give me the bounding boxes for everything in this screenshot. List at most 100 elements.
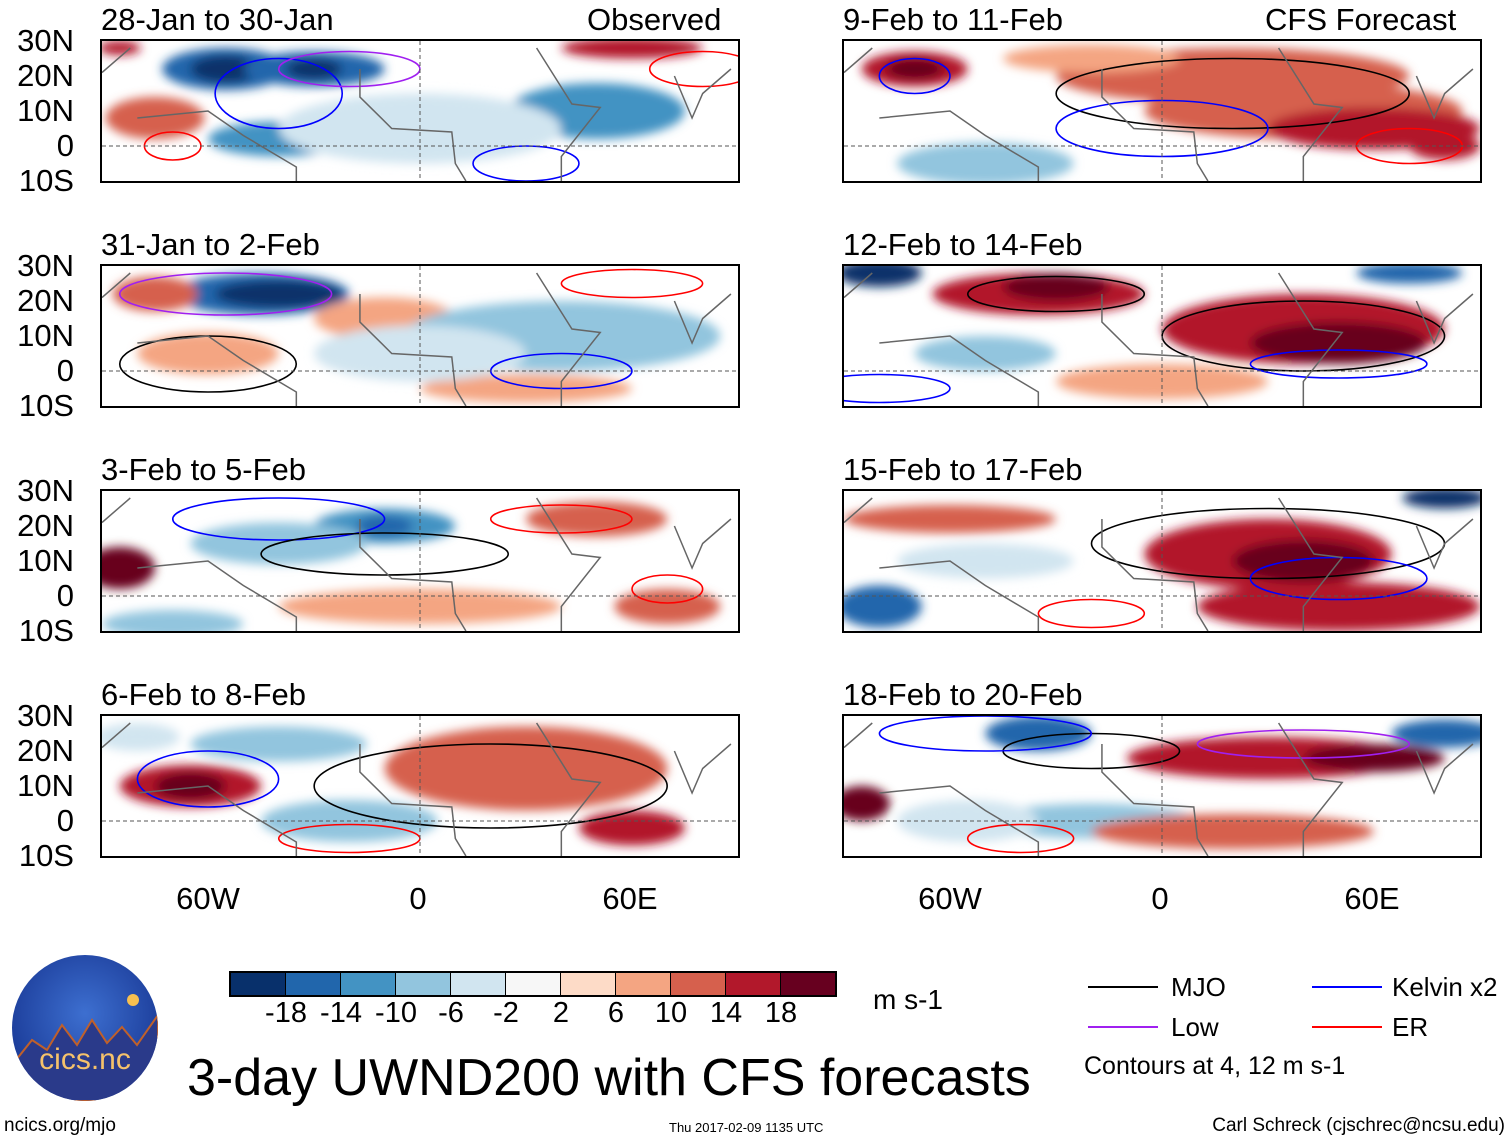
- colorbar-swatch: [726, 973, 781, 995]
- lon-label: 0: [409, 881, 427, 916]
- wind-anomaly-region: [215, 280, 343, 308]
- map-panel: [842, 714, 1482, 858]
- filtered-wave-contour: [1037, 598, 1146, 629]
- wind-anomaly-region: [897, 543, 1074, 579]
- panel-title: 15-Feb to 17-Feb: [843, 452, 1083, 487]
- panel-title: 12-Feb to 14-Feb: [843, 227, 1083, 262]
- wind-anomaly-region: [1303, 744, 1445, 772]
- logo-text: cics.nc: [39, 1043, 131, 1076]
- map-panel: [842, 39, 1482, 183]
- contour-note: Contours at 4, 12 m s-1: [1084, 1052, 1346, 1080]
- colorbar-tick: -14: [320, 997, 362, 1029]
- filtered-wave-contour: [966, 275, 1146, 313]
- footer-url[interactable]: ncics.org/mjo: [4, 1115, 116, 1136]
- map-panel: [100, 39, 740, 183]
- panel-title: 6-Feb to 8-Feb: [101, 677, 307, 712]
- filtered-wave-contour: [1055, 57, 1410, 130]
- colorbar-swatch: [616, 973, 671, 995]
- wind-anomaly-region: [102, 41, 141, 55]
- cfs-forecast-label: CFS Forecast: [1265, 2, 1457, 37]
- lat-label: 10N: [17, 93, 74, 128]
- legend-line-kelvin: [1312, 986, 1382, 988]
- coastline: [844, 722, 1474, 856]
- wind-anomaly-region: [420, 374, 632, 403]
- lat-label: 20N: [17, 283, 74, 318]
- wind-anomaly-region: [102, 610, 244, 631]
- wind-anomaly-region: [844, 786, 890, 821]
- lat-label: 0: [56, 353, 74, 388]
- coastline: [844, 272, 1474, 406]
- colorbar-tick: 18: [764, 997, 798, 1029]
- cics-logo: cics.nc: [12, 955, 158, 1101]
- colorbar-units: m s-1: [873, 984, 943, 1015]
- filtered-wave-contour: [966, 823, 1075, 854]
- lon-label: 60E: [602, 881, 658, 916]
- wind-anomaly-region: [112, 276, 198, 312]
- colorbar-swatch: [671, 973, 726, 995]
- lon-label: 60W: [176, 881, 240, 916]
- lat-label: 0: [56, 803, 74, 838]
- footer-credit: Carl Schreck (cjschrec@ncsu.edu): [1212, 1115, 1505, 1136]
- legend-label: Low: [1171, 1012, 1219, 1042]
- legend-label: Kelvin x2: [1392, 972, 1498, 1002]
- lat-label: 0: [56, 128, 74, 163]
- filtered-wave-contour: [313, 743, 668, 829]
- wind-anomaly-region: [1232, 540, 1374, 582]
- lat-label: 30N: [17, 473, 74, 508]
- wind-anomaly-region: [897, 800, 1039, 842]
- wind-anomaly-region: [1356, 266, 1463, 284]
- colorbar-swatch: [781, 973, 835, 995]
- wind-anomaly-region: [1003, 273, 1109, 301]
- colorbar-swatch: [341, 973, 396, 995]
- wind-anomaly-region: [1091, 814, 1374, 849]
- lat-label: 30N: [17, 248, 74, 283]
- filtered-wave-contour: [878, 716, 1093, 752]
- panel-title: 31-Jan to 2-Feb: [101, 227, 320, 262]
- wind-anomaly-region: [561, 41, 703, 59]
- lat-label: 10S: [18, 613, 74, 648]
- coastline: [102, 272, 732, 406]
- coastline: [844, 497, 1474, 631]
- wind-anomaly-region: [1250, 322, 1427, 364]
- map-panel: [100, 714, 740, 858]
- lat-label: 10N: [17, 543, 74, 578]
- wind-anomaly-region: [844, 585, 922, 628]
- wind-anomaly-region: [914, 336, 1056, 371]
- lat-label: 0: [56, 578, 74, 613]
- colorbar-tick: -2: [493, 997, 519, 1029]
- wind-anomaly-region: [137, 332, 279, 375]
- colorbar-swatch: [396, 973, 451, 995]
- filtered-wave-contour: [472, 145, 580, 181]
- coastline: [102, 722, 732, 856]
- legend-line-low: [1088, 1026, 1158, 1028]
- colorbar-swatch: [451, 973, 506, 995]
- wind-anomaly-region: [105, 97, 205, 139]
- wind-anomaly-region: [384, 726, 668, 811]
- lat-label: 10N: [17, 318, 74, 353]
- figure-title: 3-day UWND200 with CFS forecasts: [187, 1049, 1031, 1107]
- observed-label: Observed: [587, 2, 722, 37]
- wind-anomaly-region: [886, 58, 943, 80]
- filtered-wave-contour: [260, 532, 510, 576]
- wind-anomaly-region: [1402, 491, 1480, 509]
- lat-label: 20N: [17, 508, 74, 543]
- colorbar-swatch: [506, 973, 561, 995]
- wind-anomaly-region: [190, 726, 367, 762]
- coastline: [102, 47, 732, 181]
- wind-anomaly-region: [614, 589, 721, 624]
- wind-anomaly-region: [897, 142, 1074, 181]
- lat-label: 10S: [18, 838, 74, 873]
- wind-anomaly-region: [985, 716, 1092, 751]
- filtered-wave-contour: [118, 272, 333, 316]
- lat-label: 10S: [18, 163, 74, 198]
- footer-timestamp: Thu 2017-02-09 1135 UTC: [669, 1120, 824, 1135]
- lon-label: 60E: [1344, 881, 1400, 916]
- panel-title: 18-Feb to 20-Feb: [843, 677, 1083, 712]
- legend-line-mjo: [1088, 986, 1158, 988]
- wind-anomaly-region: [844, 266, 922, 287]
- filtered-wave-contour: [1196, 729, 1411, 759]
- wind-anomaly-region: [1409, 132, 1480, 160]
- wind-anomaly-region: [1197, 582, 1480, 631]
- legend-line-er: [1312, 1026, 1382, 1028]
